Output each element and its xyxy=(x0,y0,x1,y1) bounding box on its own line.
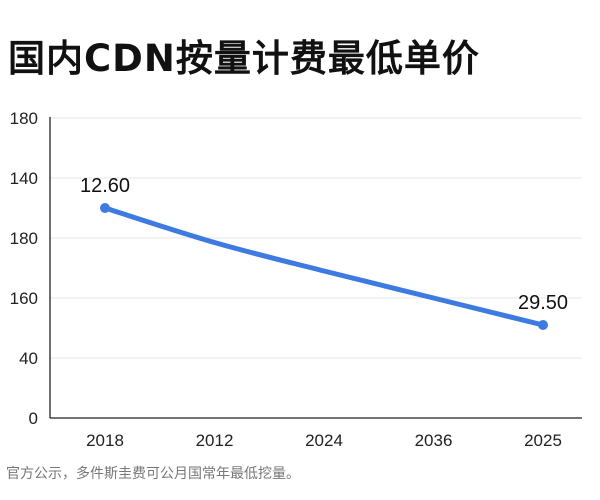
y-tick-label: 180 xyxy=(10,229,38,248)
y-tick-label: 160 xyxy=(10,289,38,308)
series-line xyxy=(102,205,546,328)
y-tick-label: 0 xyxy=(29,409,38,428)
y-tick-label: 180 xyxy=(10,109,38,128)
y-tick-label: 140 xyxy=(10,169,38,188)
x-tick-label: 2024 xyxy=(305,431,343,450)
x-tick-label: 2018 xyxy=(86,431,124,450)
data-points xyxy=(100,203,548,330)
data-point xyxy=(100,203,110,213)
grid-lines xyxy=(50,117,582,359)
data-label: 29.50 xyxy=(518,292,568,314)
x-tick-label: 2012 xyxy=(196,431,234,450)
y-axis-ticks: 180 140 180 160 40 0 xyxy=(10,109,38,428)
y-tick-label: 40 xyxy=(19,349,38,368)
data-labels: 12.60 29.50 xyxy=(80,175,568,314)
x-axis-ticks: 2018 2012 2024 2036 2025 xyxy=(86,431,562,450)
line-chart: 180 140 180 160 40 0 2018 2012 2024 2036 2025 12.… xyxy=(10,109,582,450)
data-label: 12.60 xyxy=(80,175,130,197)
data-point xyxy=(538,320,548,330)
x-tick-label: 2036 xyxy=(415,431,453,450)
source-note: 官方公示，多件斯圭费可公月国常年最低挖量。 xyxy=(6,466,300,482)
chart-title: 国内CDN按量计费最低单价 xyxy=(8,37,480,80)
x-tick-label: 2025 xyxy=(524,431,562,450)
